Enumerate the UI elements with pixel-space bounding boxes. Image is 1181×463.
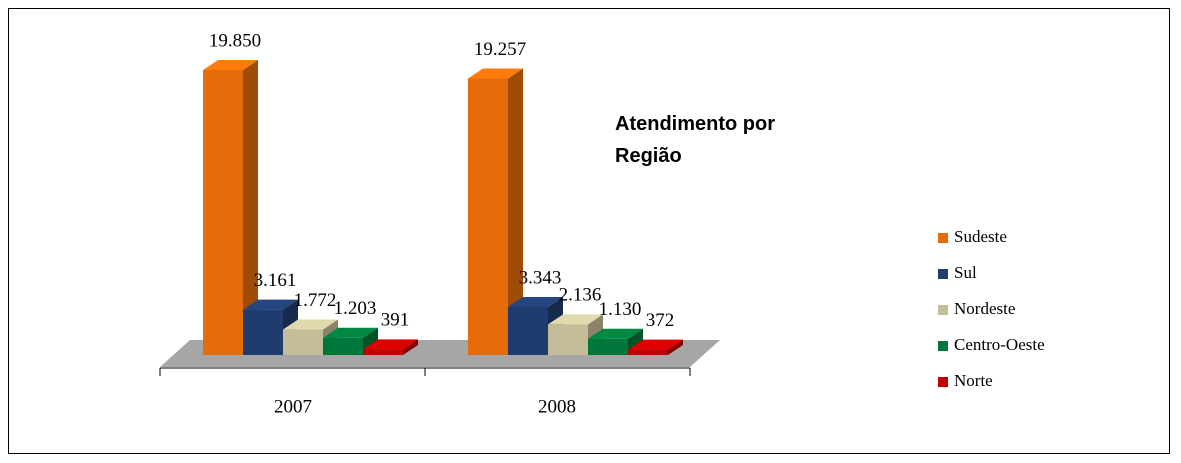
bar-side <box>243 60 258 355</box>
bar <box>283 329 323 355</box>
bar <box>548 324 588 355</box>
bar <box>203 70 243 355</box>
bar-top <box>363 339 418 350</box>
value-label: 372 <box>646 310 675 331</box>
value-label: 19.850 <box>209 30 261 51</box>
bar-top <box>628 339 683 350</box>
bar <box>508 307 548 355</box>
legend-label: Nordeste <box>954 299 1015 318</box>
chart-frame <box>8 8 1170 454</box>
x-tick-label: 2008 <box>538 396 576 417</box>
bar <box>628 349 668 355</box>
value-label: 391 <box>381 310 410 331</box>
legend-swatch <box>938 233 948 243</box>
bar-top <box>243 299 298 310</box>
x-tick-label: 2007 <box>274 396 312 417</box>
bar <box>243 309 283 355</box>
bar-top <box>468 68 523 79</box>
value-label: 2.136 <box>559 285 602 306</box>
value-label: 3.343 <box>519 267 562 288</box>
legend-swatch <box>938 377 948 387</box>
value-label: 1.130 <box>599 299 642 320</box>
value-label: 19.257 <box>474 39 526 60</box>
bar-side <box>508 68 523 356</box>
legend-swatch <box>938 305 948 315</box>
value-label: 3.161 <box>254 270 297 291</box>
bar <box>468 78 508 356</box>
legend-label: Sul <box>954 263 977 282</box>
chart-title: Atendimento por Região <box>615 113 775 167</box>
legend-label: Centro-Oeste <box>954 335 1045 354</box>
legend-swatch <box>938 269 948 279</box>
bar-side <box>403 339 418 355</box>
bar-top <box>203 60 258 70</box>
bar <box>363 349 403 355</box>
legend-swatch <box>938 341 948 351</box>
value-label: 1.772 <box>294 290 337 311</box>
bar-top <box>323 327 378 338</box>
legend-label: Norte <box>954 371 993 390</box>
value-label: 1.203 <box>334 298 377 319</box>
bar-top <box>508 297 563 308</box>
bar-top <box>548 314 603 325</box>
bar <box>588 338 628 355</box>
legend-label: Sudeste <box>954 227 1007 246</box>
bar-top <box>588 328 643 339</box>
bar-side <box>668 339 683 355</box>
bar <box>323 337 363 355</box>
bar-top <box>283 319 338 330</box>
